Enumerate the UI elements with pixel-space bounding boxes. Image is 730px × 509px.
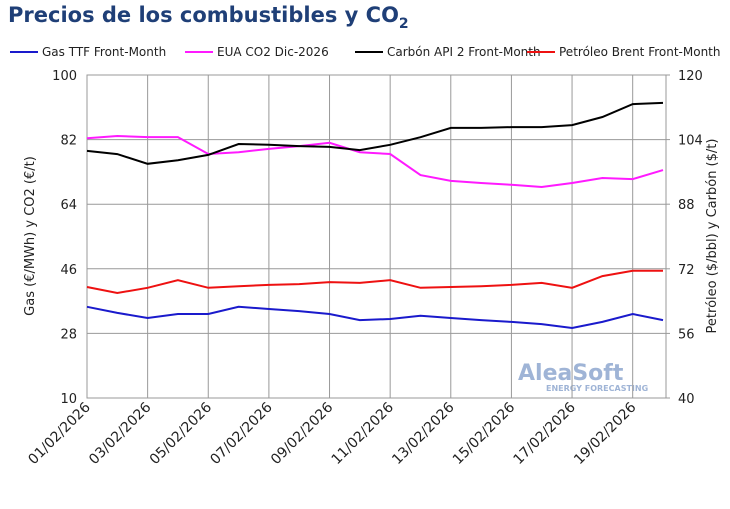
watermark: AleaSoft — [518, 361, 624, 386]
x-tick-label: 17/02/2026 — [511, 399, 579, 467]
y2-axis-label: Petróleo ($/bbl) y Carbón ($/t) — [705, 139, 720, 334]
y2-tick-label: 120 — [678, 69, 703, 84]
watermark-subtitle: ENERGY FORECASTING — [546, 384, 648, 393]
x-tick-label: 03/02/2026 — [86, 399, 154, 467]
x-tick-label: 09/02/2026 — [268, 399, 336, 467]
series-line — [86, 134, 664, 189]
y-axis-label: Gas (€/MWh) y CO2 (€/t) — [23, 156, 38, 316]
y2-tick-label: 88 — [678, 198, 695, 213]
y2-tick-label: 72 — [678, 263, 695, 278]
chart-title: Precios de los combustibles y CO2 — [8, 3, 409, 32]
x-tick-label: 11/02/2026 — [329, 399, 397, 467]
y-tick-label: 100 — [52, 69, 77, 84]
legend-label: EUA CO2 Dic-2026 — [217, 45, 329, 59]
series-line — [86, 269, 663, 295]
x-tick-label: 13/02/2026 — [389, 399, 457, 467]
y-tick-label: 28 — [60, 327, 77, 342]
legend-label: Carbón API 2 Front-Month — [387, 45, 541, 59]
legend-label: Gas TTF Front-Month — [42, 45, 166, 59]
x-tick-label: 01/02/2026 — [25, 399, 93, 467]
y-tick-label: 64 — [60, 198, 77, 213]
legend-label: Petróleo Brent Front-Month — [559, 45, 720, 59]
x-tick-label: 19/02/2026 — [571, 399, 639, 467]
plot-frame — [86, 74, 667, 399]
y-tick-label: 82 — [60, 134, 77, 149]
y2-tick-label: 40 — [678, 392, 695, 407]
y2-tick-label: 104 — [678, 134, 703, 149]
series-line — [86, 305, 664, 330]
x-tick-label: 05/02/2026 — [147, 399, 215, 467]
y-tick-label: 46 — [60, 263, 77, 278]
series-line — [86, 101, 664, 165]
y-tick-label: 10 — [60, 392, 77, 407]
x-tick-label: 15/02/2026 — [450, 399, 518, 467]
x-tick-label: 07/02/2026 — [207, 399, 275, 467]
y2-tick-label: 56 — [678, 327, 695, 342]
